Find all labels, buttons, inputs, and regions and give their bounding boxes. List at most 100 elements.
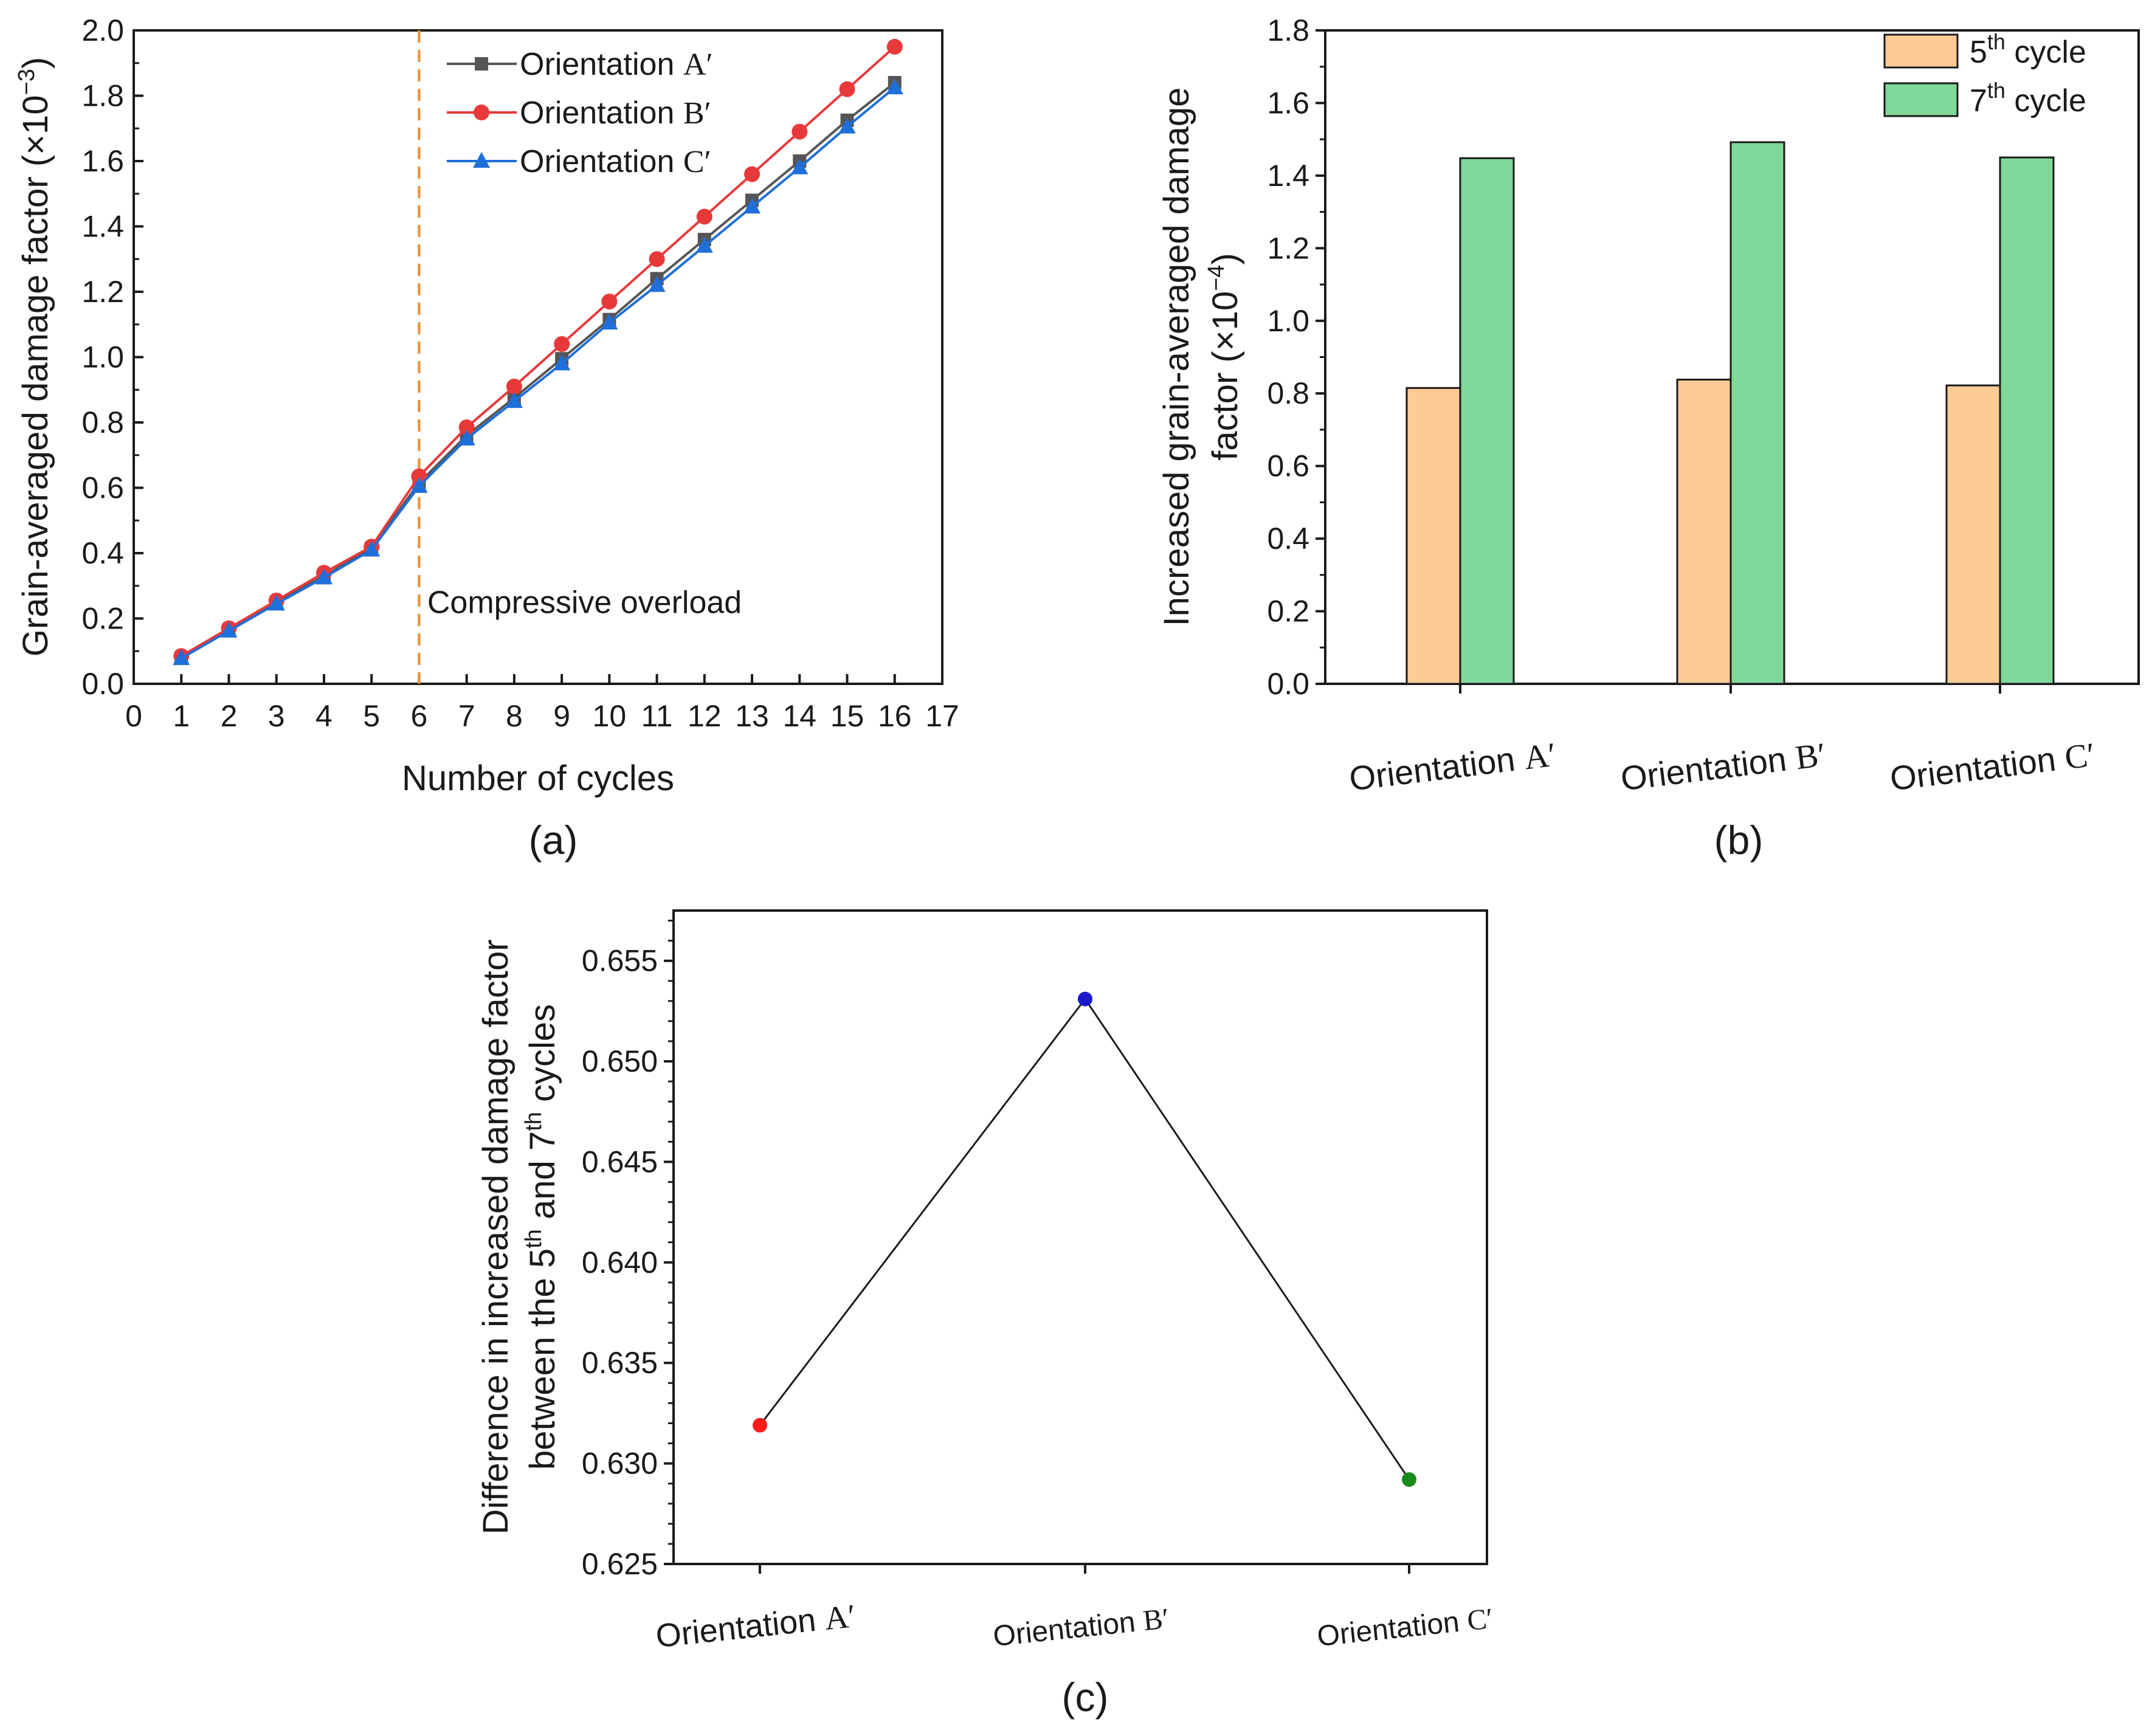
y-tick-label: 1.8 [81,79,124,113]
panel-a-y-axis-title-close: ) [16,57,55,69]
y-tick-label: 0.8 [1267,376,1309,410]
x-tick-label: 9 [553,699,570,733]
bar [1459,157,1515,685]
bar [1945,384,2001,685]
panel-b-y-axis-title-close: ) [1205,253,1245,264]
y-tick-label: 1.4 [81,210,124,244]
panel-c-caption: (c) [1062,1675,1109,1720]
panel-a-x-axis-title: Number of cycles [402,759,674,798]
triangle-marker [410,477,428,493]
x-tick-label: Orientation A′ [654,1597,857,1655]
panel-a-x-ticks: 0 1 2 3 4 5 6 7 8 9 10 11 12 13 14 15 16 17 [125,674,959,733]
y-tick-label: 1.0 [81,340,124,374]
y-tick-label: 1.8 [1267,13,1309,47]
x-tick-label: 8 [506,699,523,733]
panel-a-y-axis-title: Grain-averaged damage factor (×10−3) [14,57,55,656]
circle-marker [506,378,522,394]
legend-label: Orientation A′ [520,47,713,82]
panel-c-y-title-sup: th [521,1229,547,1249]
triangle-marker [473,152,490,168]
y-tick-label: 0.6 [1267,449,1309,483]
triangle-marker [505,392,523,408]
y-tick-label: 1.2 [81,275,124,309]
panel-b-bar-chart: 0.0 0.2 0.4 0.6 0.8 1.0 1.2 1.4 1.6 1.8 Orientati… [1157,13,2140,863]
panel-c-y-title-sup: th [521,1112,547,1131]
panel-c-plot-frame [672,909,1488,1565]
panel-c-y-axis-title-line1: Difference in increased damage factor [476,939,516,1534]
panel-a-series [173,38,903,666]
legend-label-letter: C′ [683,145,711,179]
legend-rest: cycle [2005,83,2086,119]
legend-rest: cycle [2005,35,2086,70]
x-tick-label: 6 [411,699,428,733]
legend-num: 5 [1970,35,1987,70]
y-tick-label: 0.635 [582,1346,658,1380]
x-tick-label: 12 [688,699,722,733]
x-tick-label: Orientation C′ [1888,735,2097,799]
series-line [181,46,896,658]
panel-c-y-axis-title: Difference in increased damage factor [476,939,516,1534]
legend-label-prefix: Orientation [520,144,683,179]
x-tick-label: Orientation A′ [1347,735,1558,799]
x-tick-label-prefix: Orientation [1316,1605,1469,1653]
y-tick-label: 0.8 [81,405,124,439]
panel-b-x-ticks: Orientation A′ Orientation B′ Orientation … [1347,684,2097,799]
triangle-marker [267,594,285,611]
x-tick-label-letter: B′ [1793,736,1828,777]
x-tick-label: 1 [173,699,190,733]
x-tick-label: 15 [830,699,864,733]
series-b [173,38,903,664]
x-tick-label: 10 [593,699,627,733]
x-tick-label-prefix: Orientation [1888,739,2067,798]
triangle-marker [743,198,761,214]
x-tick-label: 16 [878,699,912,733]
y-tick-label: 0.645 [582,1145,658,1179]
circle-marker [474,105,489,120]
x-tick-label-prefix: Orientation [992,1605,1145,1653]
triangle-marker [363,540,381,557]
y-tick-label: 0.640 [582,1245,658,1280]
circle-marker [696,208,712,225]
circle-marker [554,336,570,352]
circle-marker [601,294,618,310]
circle-marker [411,468,427,484]
x-tick-label: 2 [221,699,238,733]
legend-item: 7th cycle [1883,78,2086,119]
circle-marker [744,166,760,182]
panel-b-y-axis-title-2: factor (×10−4) [1204,253,1245,461]
x-tick-label: 5 [363,699,380,733]
triangle-marker [601,314,618,330]
panel-c-x-ticks: Orientation A′ Orientation B′ Orientation … [654,1564,1495,1655]
panel-a-caption: (a) [529,818,578,863]
legend-item: Orientation B′ [447,95,711,131]
legend-sup: th [1987,78,2005,103]
panel-a-y-axis-title-main: Grain-averaged damage factor (×10 [16,95,55,656]
panel-a-annotation: Compressive overload [427,585,742,621]
triangle-marker [648,276,666,292]
x-tick-label: 7 [458,699,475,733]
bar [1676,379,1732,685]
bar [1405,387,1461,685]
y-tick-label: 1.2 [1267,231,1309,265]
circle-marker [458,419,475,436]
data-point [1078,991,1092,1007]
x-tick-label: Orientation B′ [1618,735,1827,799]
panel-b-bars [1405,141,2055,685]
y-tick-label: 0.655 [582,944,658,978]
circle-marker [791,123,808,140]
legend-item: Orientation C′ [447,144,711,179]
x-tick-label: 4 [316,699,333,733]
legend-label-prefix: Orientation [520,47,683,82]
legend-item: Orientation A′ [447,47,713,82]
circle-marker [839,81,855,97]
y-tick-label: 1.4 [1267,159,1309,193]
y-tick-label: 0.6 [81,471,124,505]
triangle-marker [220,621,238,638]
panel-c-y-title-part: cycles [523,1004,562,1112]
legend-num: 7 [1970,83,1987,119]
triangle-marker [458,429,475,446]
legend-item: 5th cycle [1883,29,2086,70]
x-tick-label: 0 [125,699,142,733]
y-tick-label: 0.4 [81,536,124,570]
x-tick-label: Orientation B′ [992,1602,1171,1653]
